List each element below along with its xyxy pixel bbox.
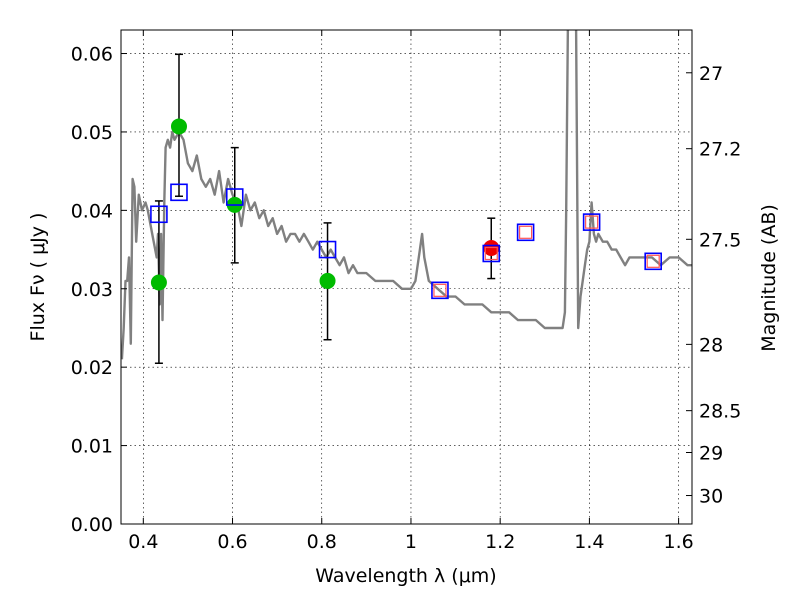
magnitude-tick-label: 29	[699, 442, 723, 464]
data-point	[150, 274, 167, 291]
y-tick-label: 0.05	[71, 122, 113, 144]
x-tick-label: 0.4	[128, 531, 158, 553]
model-band-marker-inner	[519, 225, 533, 239]
y-tick-label: 0.02	[71, 357, 113, 379]
x-axis-title: Wavelength λ (μm)	[315, 565, 496, 587]
model-sed-line	[121, 30, 692, 360]
model-band-marker	[150, 205, 168, 224]
marker-layer	[150, 118, 662, 300]
x-axis: 0.4 0.6 0.8 1 1.2 1.4 1.6	[128, 30, 694, 553]
model-band-marker	[482, 244, 501, 263]
model-band-marker	[225, 188, 244, 206]
x-tick-label: 0.8	[307, 531, 337, 553]
model-band-marker-inner	[433, 283, 447, 297]
model-band-marker	[170, 183, 188, 202]
data-point	[319, 272, 336, 289]
magnitude-tick-label: 27	[699, 63, 723, 85]
y-axis-title: Flux Fν ( μJy )	[27, 213, 49, 342]
model-band-marker	[431, 281, 449, 300]
magnitude-tick-label: 30	[699, 486, 723, 508]
model-sed-layer	[121, 30, 692, 360]
magnitude-axis-title: Magnitude (AB)	[758, 204, 780, 352]
magnitude-tick-label: 27.5	[699, 229, 741, 251]
grid	[121, 30, 692, 524]
y-tick-label: 0.00	[71, 514, 113, 536]
y-axis: 0.00 0.01 0.02 0.03 0.04 0.05 0.06	[71, 44, 127, 536]
x-tick-label: 0.6	[217, 531, 247, 553]
model-band-marker	[318, 240, 337, 259]
y-tick-label: 0.04	[71, 200, 113, 222]
magnitude-tick-label: 27.2	[699, 139, 741, 161]
x-tick-label: 1.2	[485, 531, 515, 553]
data-point	[170, 118, 187, 135]
magnitude-axis: 27 27.2 27.5 28 28.5 29 30	[686, 63, 741, 508]
model-band-marker-inner	[484, 246, 498, 261]
x-tick-label: 1.6	[664, 531, 694, 553]
x-tick-label: 1	[405, 531, 417, 553]
model-band-marker	[516, 223, 535, 242]
magnitude-tick-label: 28	[699, 334, 723, 356]
plot-frame	[120, 29, 693, 525]
y-tick-label: 0.03	[71, 279, 113, 301]
model-band-marker-inner	[585, 215, 599, 229]
y-tick-label: 0.01	[71, 436, 113, 458]
magnitude-tick-label: 28.5	[699, 401, 741, 423]
x-tick-label: 1.4	[574, 531, 604, 553]
y-tick-label: 0.06	[71, 44, 113, 66]
model-band-marker	[644, 252, 662, 271]
model-band-marker-inner	[646, 254, 660, 268]
model-band-marker	[582, 213, 601, 231]
